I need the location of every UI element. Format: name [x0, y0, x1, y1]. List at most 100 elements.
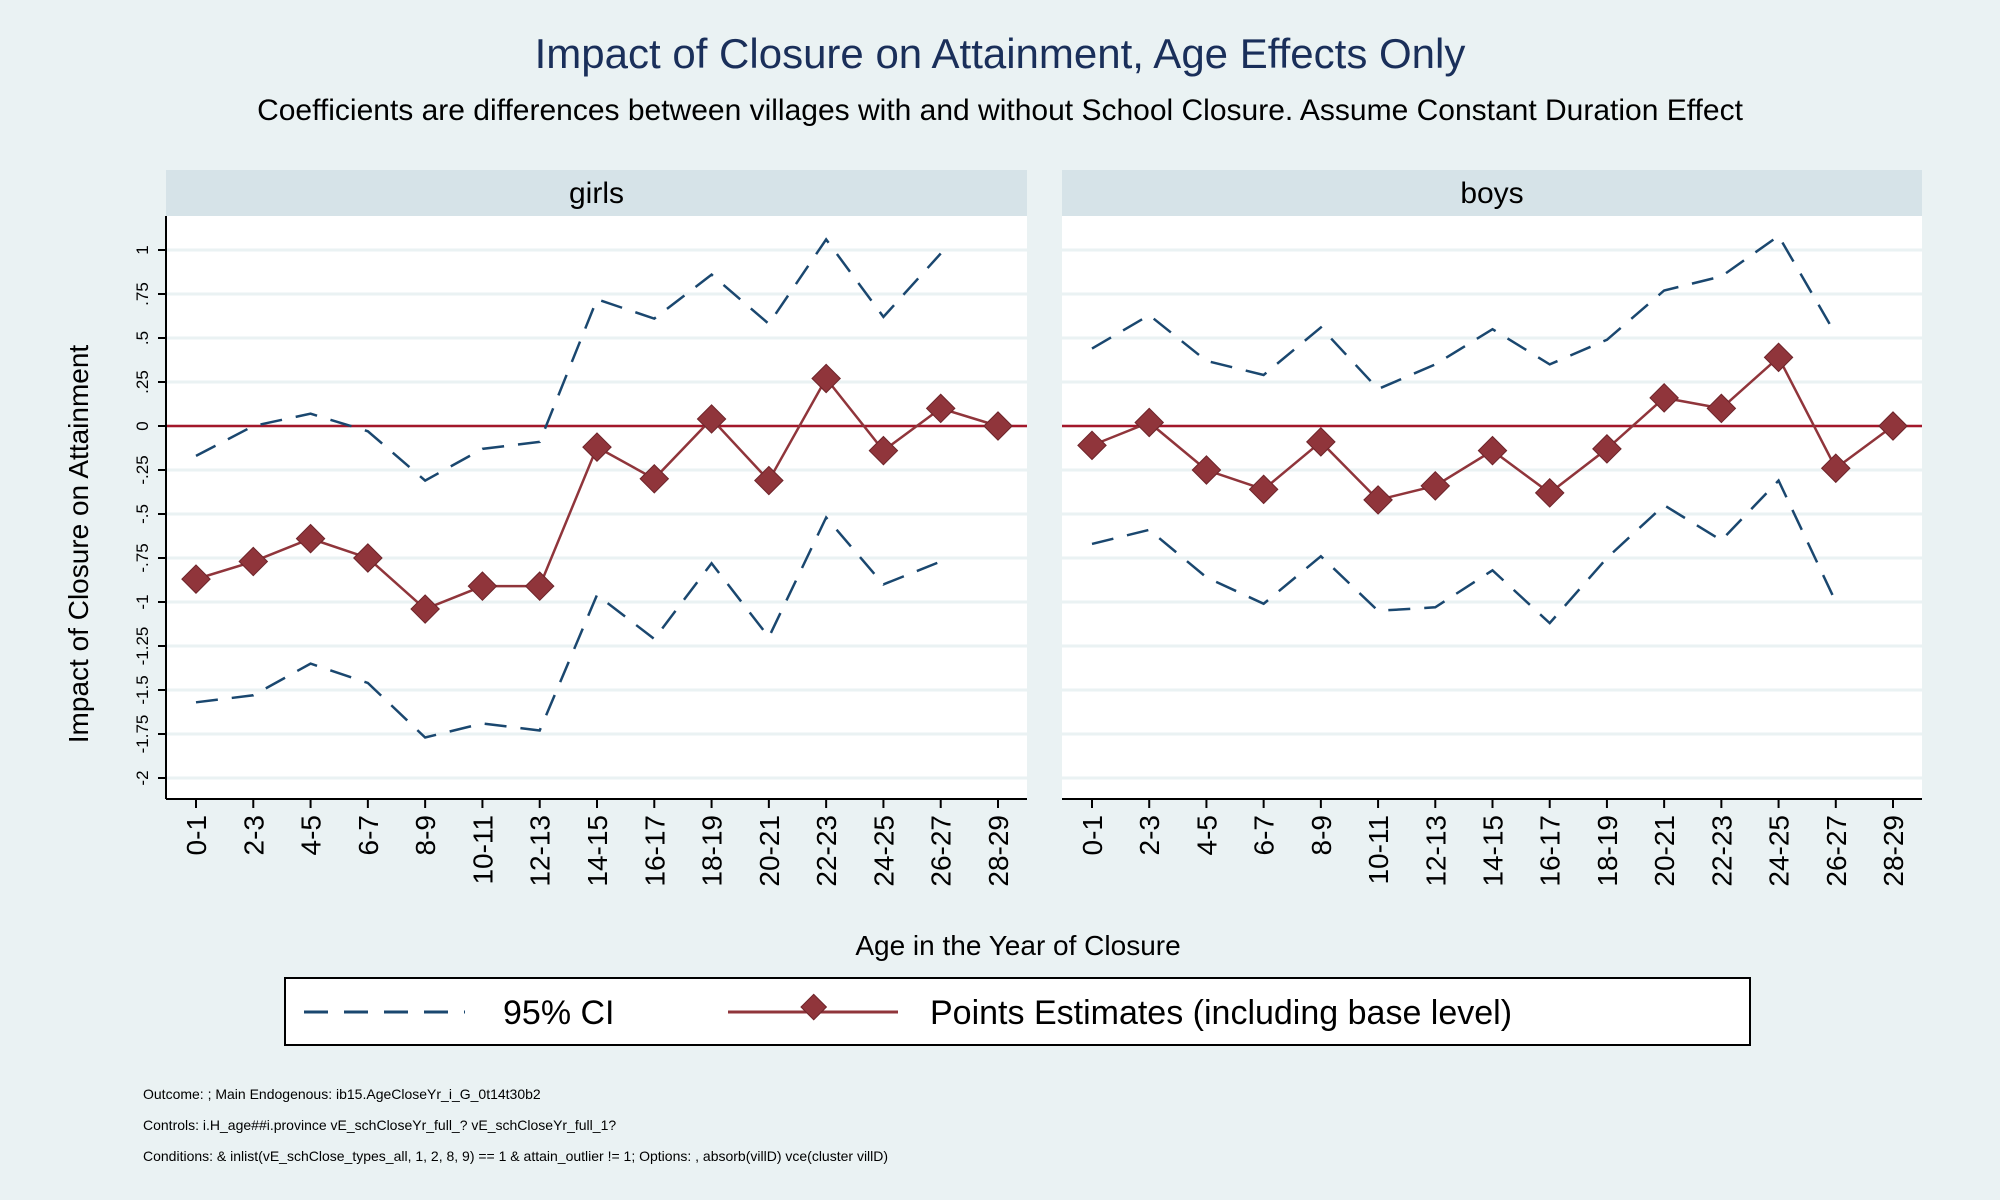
note-controls: Controls: i.H_age##i.province vE_schClos… — [143, 1117, 616, 1133]
panel-header — [166, 170, 1027, 216]
x-tick-label: 2-3 — [238, 815, 269, 855]
y-tick-label: .5 — [133, 331, 152, 345]
x-tick-label: 14-15 — [582, 815, 613, 887]
x-tick-label: 0-1 — [1077, 815, 1108, 855]
estimate-point — [925, 393, 956, 424]
estimate-point — [1763, 342, 1794, 373]
estimate-point — [1477, 435, 1508, 466]
legend-box — [284, 977, 1751, 1046]
ci-upper-line — [1091, 234, 1837, 391]
x-tick-label: 24-25 — [1764, 815, 1795, 887]
plot-area — [1062, 216, 1922, 799]
y-tick-label: -1 — [133, 594, 152, 609]
y-tick-label: .75 — [133, 282, 152, 306]
y-tick-label: 0 — [133, 421, 152, 430]
estimate-point — [353, 543, 383, 573]
panel-girls: girls 1 .75 .5 .25 0 -.25 -.5 -.75 -1 -1.25 -1.5 -1.… — [133, 170, 1027, 887]
estimate-point — [1363, 485, 1393, 515]
x-tick-label: 2-3 — [1134, 815, 1165, 855]
y-tick-label: -.5 — [133, 504, 152, 524]
chart-title: Impact of Closure on Attainment, Age Eff… — [535, 30, 1466, 77]
estimate-point — [1420, 470, 1451, 501]
estimate-point — [811, 363, 841, 394]
estimate-point — [295, 523, 326, 554]
x-tick-label: 4-5 — [1191, 815, 1222, 855]
panel-boys: boys 0-1 2-3 4-5 6-7 8-9 10-11 12-13 14-15 16-17 1… — [1062, 170, 1922, 887]
y-tick-label: -2 — [133, 770, 152, 785]
x-tick-label: 26-27 — [926, 815, 957, 887]
estimate-point — [181, 564, 211, 594]
legend-point-label: Points Estimates (including base level) — [930, 994, 1512, 1032]
x-tick-label: 18-19 — [697, 815, 728, 887]
x-tick-label: 8-9 — [410, 815, 441, 855]
x-tick-label: 18-19 — [1592, 815, 1623, 887]
estimate-point — [983, 411, 1013, 441]
estimate-point — [754, 465, 784, 496]
x-tick-label: 20-21 — [1649, 815, 1680, 887]
panel-title: girls — [569, 177, 624, 210]
x-tick-label: 10-11 — [467, 815, 498, 885]
x-tick-label: 12-13 — [1420, 815, 1451, 887]
estimate-point — [1306, 426, 1336, 457]
x-tick-label: 12-13 — [525, 815, 556, 887]
estimate-point — [1077, 430, 1107, 461]
plot-area — [166, 216, 1027, 799]
x-tick-label: 22-23 — [1706, 815, 1737, 887]
estimate-point — [639, 463, 670, 494]
estimate-point — [582, 432, 612, 462]
estimate-point — [1820, 453, 1851, 484]
x-tick-label: 6-7 — [353, 815, 384, 855]
estimate-point — [1248, 474, 1279, 505]
x-tick-label: 16-17 — [1535, 815, 1566, 887]
legend-ci-label: 95% CI — [503, 994, 615, 1032]
chart-subtitle: Coefficients are differences between vil… — [257, 94, 1743, 127]
x-tick-label: 28-29 — [1878, 815, 1909, 887]
notes: Outcome: ; Main Endogenous: ib15.AgeClos… — [143, 1086, 888, 1164]
estimate-point — [1534, 478, 1565, 508]
note-outcome: Outcome: ; Main Endogenous: ib15.AgeClos… — [143, 1086, 541, 1102]
y-tick-label: -1.5 — [133, 675, 152, 704]
legend-point-marker — [800, 993, 828, 1021]
panel-title: boys — [1460, 177, 1523, 210]
panels-group: girls 1 .75 .5 .25 0 -.25 -.5 -.75 -1 -1.25 -1.5 -1.… — [133, 170, 1922, 887]
estimate-point — [1191, 455, 1222, 485]
estimate-point — [1878, 411, 1908, 441]
estimate-point — [868, 435, 899, 466]
estimate-point — [524, 571, 555, 602]
x-tick-label: 26-27 — [1821, 815, 1852, 887]
y-tick-label: -.75 — [133, 543, 152, 572]
x-tick-label: 28-29 — [983, 815, 1014, 887]
x-axis-title: Age in the Year of Closure — [855, 930, 1180, 961]
y-axis-title: Impact of Closure on Attainment — [63, 345, 94, 744]
legend: 95% CI Points Estimates (including base … — [284, 977, 1751, 1046]
x-tick-label: 4-5 — [296, 815, 327, 855]
ci-lower-line — [1091, 478, 1837, 625]
estimate-point — [238, 546, 269, 577]
x-tick-label: 24-25 — [868, 815, 899, 887]
x-tick-label: 22-23 — [811, 815, 842, 887]
estimate-point — [410, 594, 440, 624]
x-tick-label: 10-11 — [1363, 815, 1394, 885]
note-conditions: Conditions: & inlist(vE_schClose_types_a… — [143, 1148, 888, 1164]
x-tick-label: 16-17 — [639, 815, 670, 887]
estimate-point — [1706, 393, 1737, 424]
x-tick-label: 20-21 — [754, 815, 785, 887]
ci-lower-line — [195, 515, 942, 739]
y-tick-label: 1 — [133, 245, 152, 254]
estimate-point — [696, 404, 727, 434]
x-tick-label: 14-15 — [1478, 815, 1509, 887]
y-tick-label: .25 — [133, 370, 152, 394]
panel-header — [1062, 170, 1922, 216]
y-tick-label: -.25 — [133, 455, 152, 484]
estimate-point — [1134, 407, 1165, 438]
y-tick-label: -1.75 — [133, 715, 152, 754]
estimate-point — [1649, 382, 1679, 413]
estimate-point — [1592, 434, 1622, 464]
estimate-point — [467, 571, 498, 602]
ci-upper-line — [195, 237, 942, 483]
y-tick-label: -1.25 — [133, 627, 152, 666]
x-tick-label: 8-9 — [1306, 815, 1337, 855]
x-tick-label: 0-1 — [181, 815, 212, 855]
x-tick-label: 6-7 — [1249, 815, 1280, 855]
